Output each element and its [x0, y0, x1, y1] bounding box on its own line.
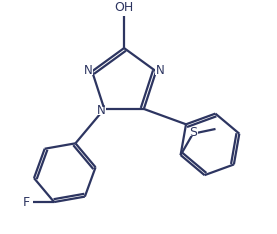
Text: OH: OH: [114, 1, 134, 14]
Text: N: N: [156, 64, 165, 77]
Text: F: F: [22, 196, 30, 208]
FancyBboxPatch shape: [155, 66, 165, 74]
Text: S: S: [189, 126, 198, 139]
Text: N: N: [84, 64, 93, 77]
Text: N: N: [97, 104, 106, 117]
FancyBboxPatch shape: [83, 66, 93, 74]
FancyBboxPatch shape: [96, 106, 106, 115]
FancyBboxPatch shape: [189, 129, 198, 136]
